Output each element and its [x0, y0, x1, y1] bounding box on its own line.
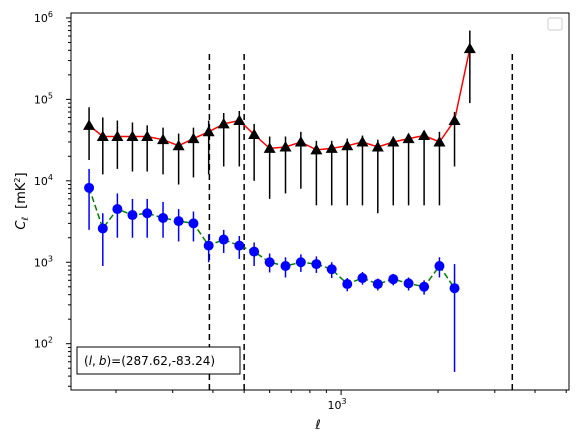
series-1-point [112, 204, 123, 215]
annotation-values: =(287.62,-83.24) [111, 354, 215, 368]
y-axis: 102 103 104 105 106 [34, 10, 71, 387]
series-0-point [96, 130, 109, 142]
series-1-point [295, 257, 306, 268]
legend-box [547, 17, 563, 31]
y-label-unit-sup: 2 [13, 177, 22, 182]
series-0-point [294, 135, 307, 147]
series-0-point [187, 132, 200, 144]
series-1-point [203, 240, 214, 251]
x-tick-label: 103 [328, 397, 347, 412]
series-0-point [325, 142, 338, 153]
y-label-main: C [14, 220, 29, 230]
series-0-point [310, 143, 323, 155]
annotation-l-symbol: l [89, 354, 93, 368]
y-tick-exponent: 6 [48, 10, 53, 19]
y-tick-label: 103 [34, 254, 53, 269]
x-axis-label: ℓ [314, 418, 320, 433]
series-0-point [463, 42, 476, 54]
series-0-point [371, 141, 384, 152]
series-0-point [356, 135, 369, 147]
svg-text:Cℓ[mK2]: Cℓ [mK2] [13, 172, 31, 229]
series-0-point [172, 139, 185, 151]
series-1-point [188, 218, 199, 229]
series-0-point [279, 141, 292, 152]
series-1-point [234, 240, 245, 251]
series-0-point [341, 139, 354, 151]
series-0-point [157, 133, 170, 145]
y-tick-label: 104 [34, 173, 53, 188]
svg-text:(l,b)=(287.62,-83.24): (l, b)=(287.62,-83.24) [84, 354, 215, 368]
y-tick-exponent: 4 [48, 173, 53, 182]
y-tick-exponent: 5 [48, 91, 53, 100]
series-1-point [403, 278, 414, 289]
y-label-unit-close: ] [14, 172, 29, 177]
y-label-sub: ℓ [21, 217, 31, 222]
annotation-box [76, 346, 241, 375]
series-1-point [449, 283, 460, 294]
series-1-point [84, 182, 95, 193]
annotation-b-symbol: b [99, 354, 107, 368]
series-1-point [326, 264, 337, 275]
x-tick-exponent: 3 [342, 397, 347, 406]
y-tick-label: 105 [34, 91, 53, 106]
y-tick-exponent: 3 [48, 254, 53, 263]
series-0-point [111, 130, 124, 142]
series-1-line [88, 187, 456, 289]
series-1-point [311, 259, 322, 270]
series-0-point [263, 142, 276, 153]
series-1-point [173, 216, 184, 227]
series-0-point [83, 119, 96, 130]
series-1-point [280, 260, 291, 271]
series-0-point [141, 130, 154, 142]
series-0-point [233, 114, 246, 126]
axes-frame [70, 12, 570, 391]
series-0-point [202, 125, 215, 137]
series-1-point [249, 246, 260, 257]
series-0-point [387, 135, 400, 147]
y-tick-exponent: 2 [48, 336, 53, 345]
x-axis: 103 [115, 390, 567, 412]
annotation: (l, b)=(287.62,-83.24) [76, 346, 241, 375]
series-1-point [264, 257, 275, 268]
series-0-point [248, 128, 261, 140]
series-1-point [388, 274, 399, 285]
series-1-point [419, 281, 430, 292]
series-0-point [418, 129, 431, 141]
y-label-unit: [mK [14, 182, 29, 209]
series-0-point [126, 130, 139, 142]
series-1-point [372, 279, 383, 290]
plot-area [83, 30, 514, 390]
series-0-point [402, 132, 415, 144]
series-1-point [142, 208, 153, 219]
series-0-point [433, 135, 446, 147]
series-0-point [217, 117, 230, 129]
y-tick-label: 106 [34, 10, 53, 25]
series-1-point [218, 234, 229, 245]
series-1-point [342, 279, 353, 290]
y-tick-label: 102 [34, 336, 53, 351]
series-1-point [434, 260, 445, 271]
series-1-point [97, 223, 108, 234]
series-1-point [357, 273, 368, 284]
series-0-point [448, 114, 461, 126]
series-1-point [158, 212, 169, 223]
series-1-point [127, 210, 138, 221]
y-axis-label: Cℓ [mK2] [13, 172, 31, 229]
